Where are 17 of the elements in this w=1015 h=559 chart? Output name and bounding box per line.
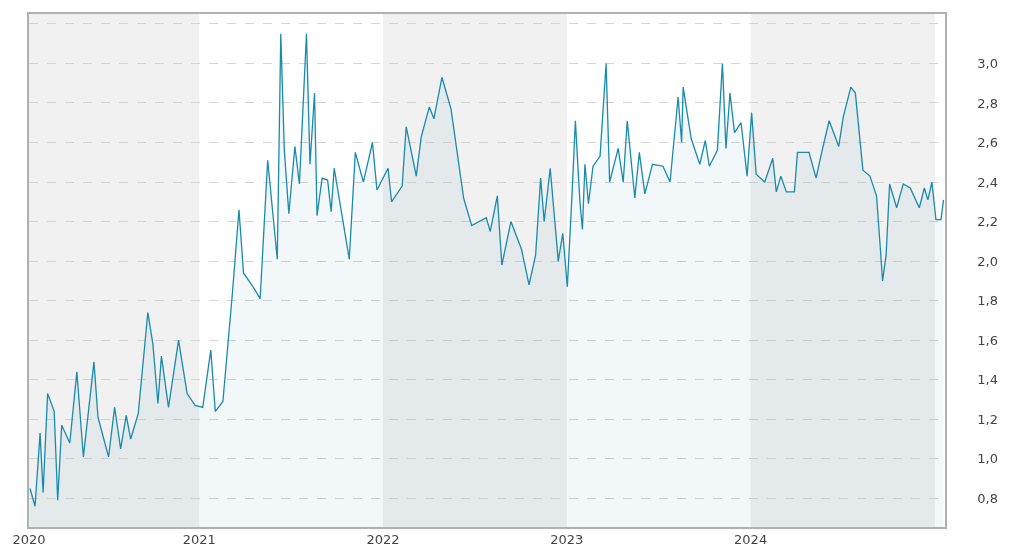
y-tick-label: 2,8 <box>977 95 999 111</box>
x-tick-label: 2021 <box>182 532 216 548</box>
y-tick-label: 2,4 <box>977 174 999 190</box>
x-tick-label: 2020 <box>12 532 46 548</box>
y-tick-label: 2,2 <box>977 214 999 230</box>
y-tick-label: 1,6 <box>977 332 999 348</box>
x-tick-label: 2023 <box>550 532 584 548</box>
y-tick-label: 0,8 <box>977 490 999 506</box>
y-tick-label: 1,0 <box>977 451 999 467</box>
y-tick-label: 2,0 <box>977 253 999 269</box>
y-tick-label: 1,8 <box>977 293 999 309</box>
y-tick-label: 1,4 <box>977 372 999 388</box>
x-tick-label: 2024 <box>734 532 768 548</box>
y-tick-label: 1,2 <box>977 411 999 427</box>
y-tick-label: 3,0 <box>977 55 999 71</box>
y-tick-label: 2,6 <box>977 135 999 151</box>
x-tick-label: 2022 <box>366 532 400 548</box>
